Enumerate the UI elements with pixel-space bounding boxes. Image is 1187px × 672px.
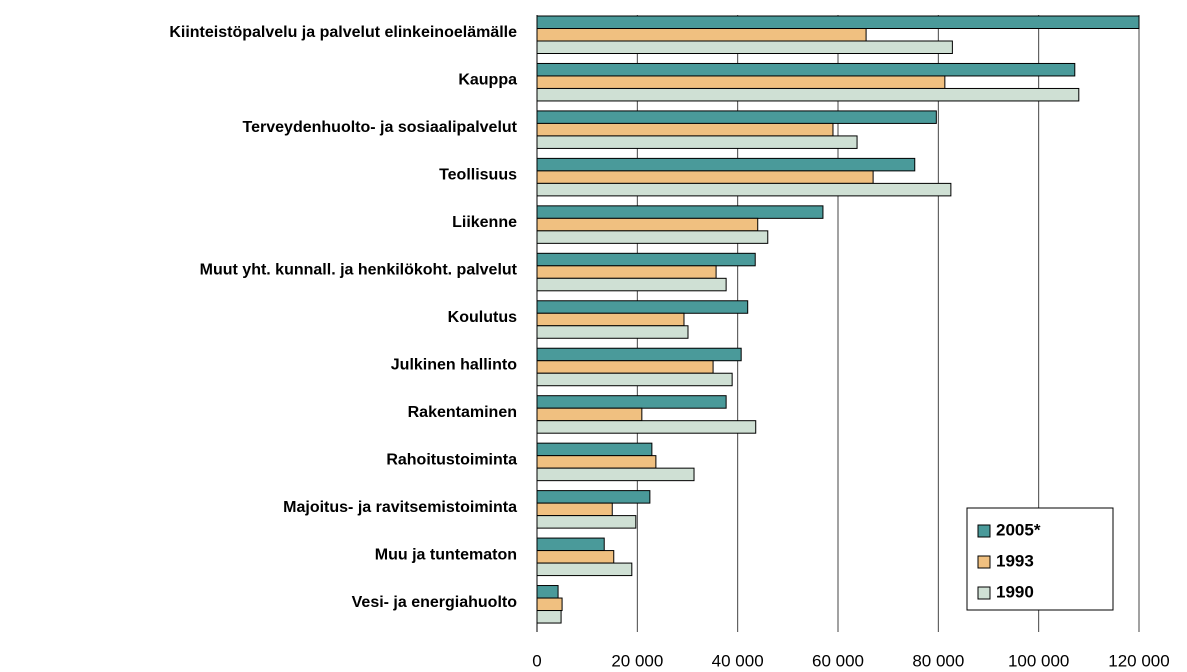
bar: [536, 182, 952, 197]
bar: [536, 28, 867, 42]
x-tick-label: 40 000: [712, 651, 764, 670]
y-tick-label: Terveydenhuolto- ja sosiaalipalvelut: [243, 119, 518, 136]
legend-label: 1990: [996, 582, 1034, 601]
bar: [536, 325, 689, 339]
y-tick-label: Muu ja tuntematon: [375, 546, 517, 563]
bar: [536, 110, 937, 124]
bar: [536, 252, 756, 267]
y-tick-label: Teollisuus: [439, 167, 517, 184]
y-tick-label: Muut yht. kunnall. ja henkilökoht. palve…: [200, 262, 518, 279]
bar: [536, 40, 953, 54]
bar: [536, 62, 1076, 77]
bar: [536, 467, 695, 482]
bar: [536, 15, 1140, 29]
bar: [536, 347, 742, 362]
x-tick-label: 20 000: [611, 651, 663, 670]
y-tick-label: Rahoitustoiminta: [386, 451, 517, 468]
y-tick-label: Vesi- ja energiahuolto: [352, 594, 518, 611]
legend-swatch: [977, 555, 991, 569]
bar: [536, 87, 1080, 102]
bar: [536, 515, 637, 529]
y-tick-label: Julkinen hallinto: [391, 356, 517, 373]
x-tick-label: 100 000: [1008, 651, 1069, 670]
legend-label: 1993: [996, 551, 1034, 570]
bar: [536, 585, 559, 599]
bar: [536, 455, 657, 469]
legend-swatch: [977, 524, 991, 538]
bar: [536, 265, 717, 279]
bar: [536, 550, 615, 564]
legend-label: 2005*: [996, 520, 1041, 539]
bar: [536, 597, 563, 612]
bar: [536, 490, 651, 504]
bar: [536, 562, 633, 577]
bar: [536, 395, 727, 409]
bar: [536, 312, 685, 327]
y-tick-label: Koulutus: [448, 309, 517, 326]
bar: [536, 170, 874, 184]
legend-swatch: [977, 586, 991, 600]
y-tick-label: Liikenne: [452, 214, 517, 231]
bar: [536, 407, 643, 422]
bar: [536, 230, 769, 244]
bar: [536, 502, 613, 517]
bar: [536, 122, 834, 137]
bar: [536, 360, 714, 374]
bar: [536, 537, 605, 552]
x-tick-label: 0: [532, 651, 541, 670]
bar: [536, 217, 759, 232]
y-tick-label: Kiinteistöpalvelu ja palvelut elinkeinoe…: [169, 24, 517, 41]
bar: [536, 75, 946, 89]
y-tick-label: Rakentaminen: [408, 404, 517, 421]
bar: [536, 157, 916, 172]
bar: [536, 442, 653, 457]
bar: [536, 205, 824, 219]
x-tick-label: 80 000: [912, 651, 964, 670]
legend-box: [966, 507, 1114, 611]
bar: [536, 277, 727, 292]
bar: [536, 372, 733, 387]
y-tick-label: Majoitus- ja ravitsemistoiminta: [283, 499, 517, 516]
bar: [536, 420, 757, 434]
x-tick-label: 120 000: [1108, 651, 1169, 670]
bar: [536, 300, 749, 314]
x-tick-label: 60 000: [812, 651, 864, 670]
y-tick-label: Kauppa: [458, 72, 517, 89]
bar: [536, 135, 858, 149]
bar: [536, 610, 562, 624]
